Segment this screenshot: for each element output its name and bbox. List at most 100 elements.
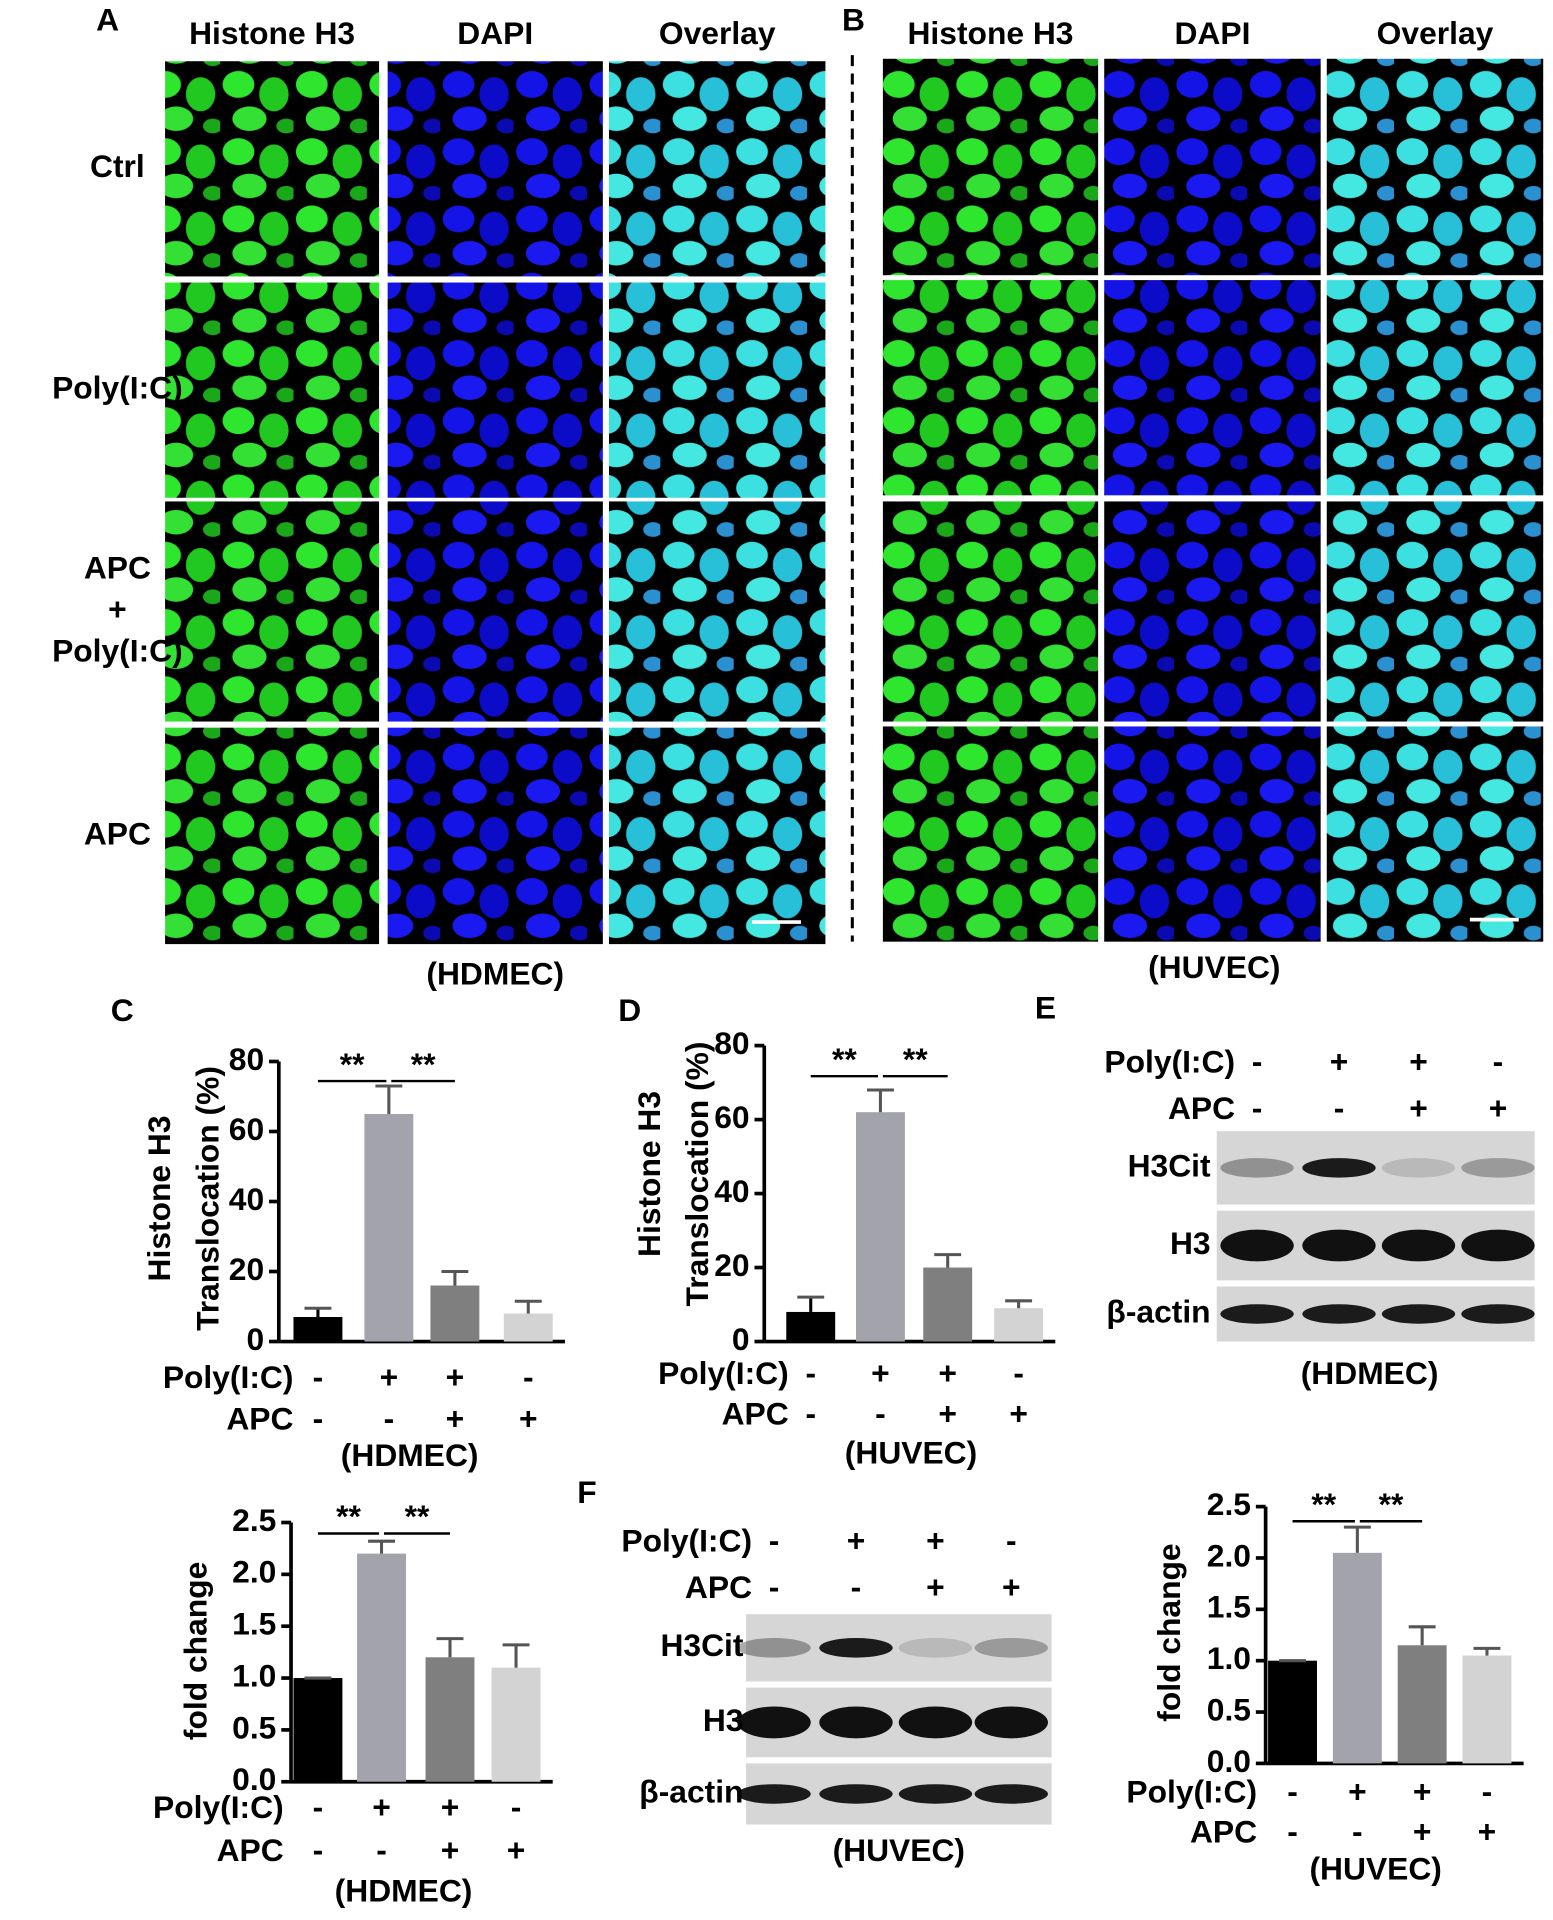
treatment-sign: - xyxy=(313,1400,324,1436)
cell-line-label: (HUVEC) xyxy=(833,1832,965,1868)
y-axis-label: fold change xyxy=(177,1562,213,1740)
treatment-sign: + xyxy=(938,1355,957,1391)
blot-band xyxy=(1220,1158,1294,1178)
bar xyxy=(364,1114,414,1342)
significance-label: ** xyxy=(903,1041,928,1077)
micrograph xyxy=(1104,501,1321,722)
bar xyxy=(923,1267,973,1342)
micrograph xyxy=(1326,280,1544,496)
y-tick-label: 0.0 xyxy=(1207,1743,1251,1779)
row-label: + xyxy=(108,591,127,627)
band-label: H3 xyxy=(703,1702,744,1738)
treatment-sign: - xyxy=(1287,1814,1298,1850)
treatment-sign: - xyxy=(313,1789,324,1825)
treatment-sign: + xyxy=(1489,1090,1508,1126)
y-tick-label: 2.5 xyxy=(1207,1486,1251,1522)
y-axis-label: Translocation (%) xyxy=(190,1066,226,1331)
treatment-sign: - xyxy=(523,1359,534,1395)
row-label: APC xyxy=(84,549,151,585)
bar xyxy=(1397,1645,1447,1764)
treatment-label: Poly(I:C) xyxy=(1126,1773,1257,1809)
blot-band xyxy=(1461,1229,1535,1262)
micrograph xyxy=(165,501,380,722)
bar xyxy=(994,1308,1044,1342)
blot-band xyxy=(819,1784,893,1804)
bar xyxy=(1268,1660,1317,1764)
bar xyxy=(357,1553,406,1782)
significance-label: ** xyxy=(1379,1486,1404,1522)
blot-strip xyxy=(745,1614,1052,1682)
column-header: Overlay xyxy=(1377,15,1494,51)
y-tick-label: 20 xyxy=(229,1251,264,1287)
treatment-sign: + xyxy=(446,1359,465,1395)
treatment-sign: + xyxy=(1413,1814,1432,1850)
y-axis-label: fold change xyxy=(1151,1543,1187,1721)
blot-band xyxy=(1220,1229,1294,1262)
treatment-label: Poly(I:C) xyxy=(658,1355,789,1391)
y-axis-label: Histone H3 xyxy=(631,1091,667,1257)
significance-label: ** xyxy=(340,1046,365,1082)
treatment-sign: - xyxy=(1252,1090,1263,1126)
blot-band xyxy=(819,1638,893,1658)
y-tick-label: 0.5 xyxy=(232,1709,276,1745)
treatment-label: APC xyxy=(1168,1090,1235,1126)
x-axis-label: (HUVEC) xyxy=(845,1435,977,1471)
micrograph xyxy=(608,501,826,722)
micrograph xyxy=(165,61,380,277)
treatment-sign: + xyxy=(441,1832,460,1868)
bar xyxy=(425,1657,475,1782)
blot-band xyxy=(1461,1304,1535,1324)
column-header: DAPI xyxy=(457,15,533,51)
treatment-sign: + xyxy=(847,1523,866,1559)
blot-band xyxy=(898,1784,973,1804)
bar xyxy=(430,1285,480,1342)
treatment-sign: - xyxy=(376,1832,387,1868)
treatment-label: Poly(I:C) xyxy=(153,1789,284,1825)
cell-line-label: (HUVEC) xyxy=(1148,949,1280,985)
y-tick-label: 20 xyxy=(714,1247,749,1283)
treatment-sign: - xyxy=(875,1396,886,1432)
treatment-sign: - xyxy=(769,1569,780,1605)
micrograph xyxy=(1326,501,1544,722)
treatment-sign: + xyxy=(1409,1090,1428,1126)
panel-label: E xyxy=(1035,990,1056,1026)
blot-band xyxy=(1302,1229,1376,1262)
blot-band xyxy=(974,1706,1048,1739)
micrograph xyxy=(608,282,826,498)
treatment-label: APC xyxy=(685,1569,752,1605)
treatment-sign: - xyxy=(769,1523,780,1559)
micrograph xyxy=(1104,58,1321,276)
significance-label: ** xyxy=(405,1498,430,1534)
bar xyxy=(293,1678,343,1782)
treatment-sign: - xyxy=(1352,1814,1363,1850)
treatment-sign: - xyxy=(805,1396,816,1432)
y-tick-label: 60 xyxy=(229,1111,264,1147)
micrograph xyxy=(387,282,603,498)
treatment-label: APC xyxy=(217,1832,284,1868)
treatment-sign: + xyxy=(926,1523,945,1559)
treatment-sign: + xyxy=(926,1569,945,1605)
y-tick-label: 0 xyxy=(732,1321,750,1357)
treatment-label: APC xyxy=(722,1396,789,1432)
blot-band xyxy=(1381,1158,1456,1178)
bar xyxy=(503,1313,553,1342)
y-tick-label: 0.0 xyxy=(232,1761,276,1797)
treatment-label: Poly(I:C) xyxy=(1104,1043,1235,1079)
treatment-sign: - xyxy=(851,1569,862,1605)
treatment-sign: - xyxy=(1482,1773,1493,1809)
treatment-sign: + xyxy=(1330,1043,1349,1079)
treatment-sign: + xyxy=(507,1832,526,1868)
micrograph xyxy=(882,58,1099,276)
micrograph xyxy=(165,282,380,498)
cell-line-label: (HDMEC) xyxy=(426,955,564,991)
treatment-sign: + xyxy=(938,1396,957,1432)
micrograph xyxy=(882,501,1099,722)
x-axis-label: (HUVEC) xyxy=(1309,1850,1441,1886)
column-header: Histone H3 xyxy=(189,15,355,51)
bar xyxy=(1462,1655,1512,1764)
treatment-sign: - xyxy=(1493,1043,1504,1079)
micrograph xyxy=(387,501,603,722)
treatment-sign: + xyxy=(1409,1043,1428,1079)
